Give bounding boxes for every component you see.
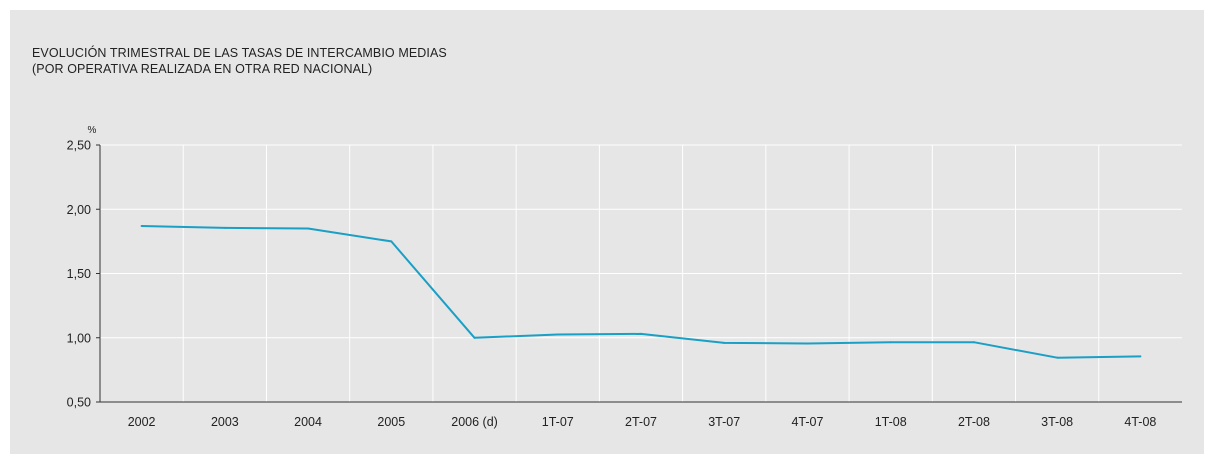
data-point [1056,356,1059,359]
data-point [223,226,226,229]
data-point [806,342,809,345]
data-point [556,333,559,336]
y-tick-label: 0,50 [67,396,91,410]
x-tick-label: 2005 [377,415,405,429]
y-tick-label: 1,50 [67,267,91,281]
x-tick-label: 1T-07 [542,415,574,429]
x-tick-label: 2T-08 [958,415,990,429]
x-tick-label: 2003 [211,415,239,429]
tick-labels: 0,50 1,00 1,50 2,00 2,50% 2002 2003 2004 2005 200… [67,125,1157,429]
x-tick-label: 3T-08 [1041,415,1073,429]
data-point [390,240,393,243]
x-tick-label: 4T-08 [1124,415,1156,429]
x-tick-label: 2004 [294,415,322,429]
x-tick-label: 2002 [128,415,156,429]
y-tick-label: 1,00 [67,331,91,345]
grid-lines [100,144,1182,402]
y-tick-label: 2,00 [67,203,91,217]
x-tick-label: 2T-07 [625,415,657,429]
data-point [1139,355,1142,358]
data-point [473,336,476,339]
y-axis-unit: % [88,125,97,136]
y-tick-label: 2,50 [67,139,91,153]
data-point [307,227,310,230]
chart-title: EVOLUCIÓN TRIMESTRAL DE LAS TASAS DE INT… [32,46,447,60]
data-point [640,332,642,335]
data-point [889,341,892,344]
chart-subtitle: (POR OPERATIVA REALIZADA EN OTRA RED NAC… [32,62,373,76]
data-series [140,224,1142,359]
data-point [723,341,726,344]
chart-panel [10,10,1204,454]
x-tick-label: 2006 (d) [451,415,498,429]
data-point [972,341,975,344]
x-tick-label: 4T-07 [791,415,823,429]
axes [96,144,1182,403]
x-tick-label: 3T-07 [708,415,740,429]
data-point [140,224,143,227]
x-tick-label: 1T-08 [875,415,907,429]
